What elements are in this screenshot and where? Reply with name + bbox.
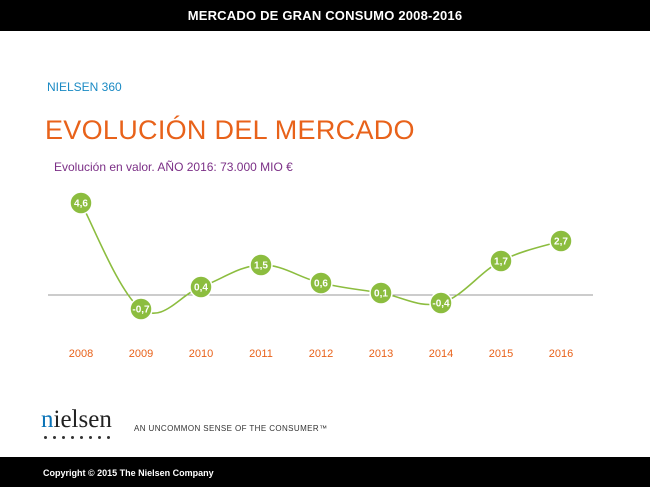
point-marker [489,249,513,273]
data-label: 4,6 [74,199,88,210]
series-line [80,202,562,315]
x-tick-label: 2013 [369,348,393,360]
data-label: 0,1 [374,289,388,300]
data-point-2014: -0,4 [429,291,453,315]
point-marker [549,229,573,253]
chart-subtitle: Evolución en valor. AÑO 2016: 73.000 MIO… [54,160,293,174]
x-tick-label: 2010 [189,348,213,360]
data-label: -0,7 [132,305,150,316]
data-label: 0,6 [314,279,328,290]
data-point-2016: 2,7 [549,229,573,253]
point-marker [249,253,273,277]
page-title: EVOLUCIÓN DEL MERCADO [45,115,415,145]
data-label: 2,7 [554,237,568,248]
tagline: AN UNCOMMON SENSE OF THE CONSUMER™ [134,424,328,433]
brand-label: NIELSEN 360 [47,80,122,94]
point-marker [309,271,333,295]
x-tick-label: 2012 [309,348,333,360]
data-point-2013: 0,1 [369,281,393,305]
header-title: MERCADO DE GRAN CONSUMO 2008-2016 [0,0,650,31]
point-marker [69,191,93,215]
nielsen-logo: nielsen [41,407,126,441]
point-marker [429,291,453,315]
point-marker [369,281,393,305]
x-tick-label: 2011 [249,348,273,360]
data-label: 1,5 [254,261,268,272]
x-tick-label: 2014 [429,348,453,360]
data-point-2011: 1,5 [249,253,273,277]
copyright-text: Copyright © 2015 The Nielsen Company [43,468,214,478]
x-tick-label: 2015 [489,348,513,360]
footer: Copyright © 2015 The Nielsen Company [0,457,650,487]
x-tick-label: 2008 [69,348,93,360]
data-point-2008: 4,6 [69,191,93,215]
x-tick-label: 2009 [129,348,153,360]
data-label: 1,7 [494,257,508,268]
data-label: 0,4 [194,283,208,294]
data-point-2010: 0,4 [189,275,213,299]
data-point-2012: 0,6 [309,271,333,295]
point-marker [189,275,213,299]
data-label: -0,4 [432,299,450,310]
x-tick-label: 2016 [549,348,573,360]
point-marker [129,297,153,321]
data-point-2015: 1,7 [489,249,513,273]
data-point-2009: -0,7 [129,297,153,321]
